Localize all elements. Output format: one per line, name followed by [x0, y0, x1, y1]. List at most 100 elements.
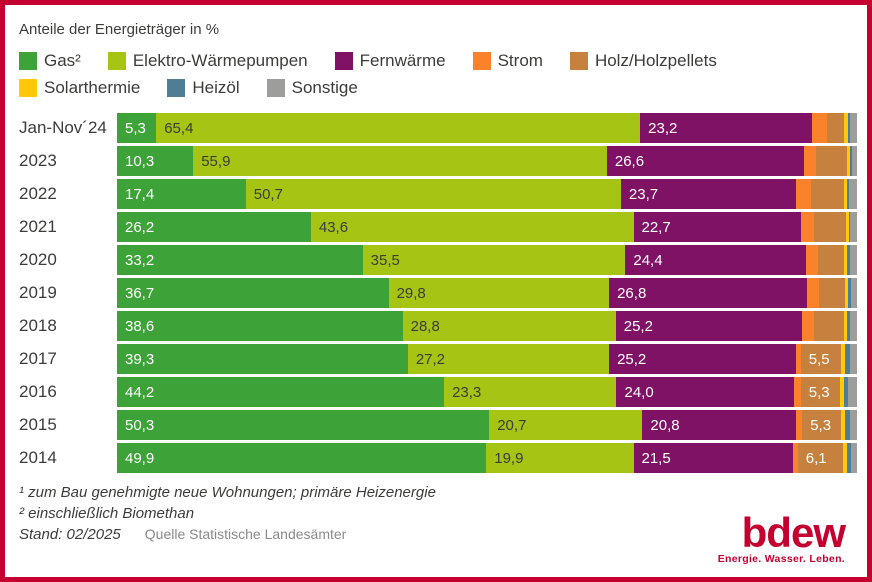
bar-segment-solarthermie [847, 146, 851, 176]
bar-segment-solarthermie [841, 344, 846, 374]
bar-segment-fernwaerme: 24,0 [616, 377, 795, 407]
legend-item-strom: Strom [472, 51, 543, 71]
legend-item-heizoel: Heizöl [167, 78, 240, 98]
segment-value-label: 50,7 [253, 185, 283, 203]
bar-segment-solarthermie [844, 245, 848, 275]
bar-segment-waermepumpen: 28,8 [402, 311, 616, 341]
bar-segment-strom [796, 410, 803, 440]
bar-segment-solarthermie [845, 278, 849, 308]
bar-segment-gas: 50,3 [117, 410, 490, 440]
bar-segment-sonstige [851, 443, 857, 473]
legend-item-fernwaerme: Fernwärme [334, 51, 446, 71]
legend-swatch-gas [19, 52, 37, 70]
bar-segment-gas: 33,2 [117, 245, 363, 275]
bar-segment-solarthermie [845, 212, 849, 242]
bar-segment-gas: 49,9 [117, 443, 487, 473]
chart-row-Jan-Nov´24: Jan-Nov´24 5,3 65,4 23,2 [19, 113, 857, 143]
segment-value-label: 65,4 [164, 119, 194, 137]
segment-value-label: 17,4 [125, 185, 155, 203]
bar-segment-waermepumpen: 29,8 [388, 278, 610, 308]
segment-value-label: 24,0 [624, 383, 654, 401]
bar-segment-waermepumpen: 35,5 [362, 245, 626, 275]
bar-segment-heizoel [845, 344, 850, 374]
bar-segment-sonstige [849, 344, 857, 374]
chart-row-2018: 2018 38,6 28,8 25,2 [19, 311, 857, 341]
row-label: 2016 [19, 382, 57, 401]
segment-value-label: 6,1 [805, 449, 827, 467]
bar-segment-holz [818, 245, 845, 275]
chart-row-2022: 2022 17,4 50,7 23,7 [19, 179, 857, 209]
chart-row-2017: 2017 39,3 27,2 25,2 5,5 [19, 344, 857, 374]
bar-segment-holz [814, 212, 846, 242]
bar-segment-fernwaerme: 26,8 [609, 278, 808, 308]
bar-segment-strom [811, 113, 827, 143]
legend-item-gas: Gas² [19, 51, 81, 71]
stacked-bar: 49,9 19,9 21,5 6,1 [117, 443, 857, 473]
bar-segment-holz: 5,3 [802, 410, 842, 440]
bar-segment-heizoel [847, 443, 852, 473]
legend-label-fernwaerme: Fernwärme [359, 51, 446, 70]
segment-value-label: 25,2 [623, 317, 653, 335]
bar-segment-heizoel [846, 179, 849, 209]
segment-value-label: 39,3 [125, 350, 155, 368]
legend-label-gas: Gas² [44, 51, 81, 70]
segment-value-label: 27,2 [415, 350, 446, 368]
bar-segment-fernwaerme: 25,2 [609, 344, 796, 374]
footnote-1: ¹ zum Bau genehmigte neue Wohnungen; pri… [19, 484, 436, 501]
bar-segment-gas: 44,2 [117, 377, 445, 407]
legend-label-waermepumpen: Elektro-Wärmepumpen [132, 51, 308, 70]
segment-value-label: 5,5 [808, 350, 830, 368]
bar-segment-gas: 39,3 [117, 344, 408, 374]
segment-value-label: 23,7 [628, 185, 659, 203]
stacked-bar: 44,2 23,3 24,0 5,3 [117, 377, 857, 407]
segment-value-label: 10,3 [125, 152, 155, 170]
footnotes: ¹ zum Bau genehmigte neue Wohnungen; pri… [19, 482, 857, 545]
legend-swatch-heizoel [167, 79, 186, 97]
legend-item-sonstige: Sonstige [266, 78, 358, 98]
bar-segment-waermepumpen: 50,7 [245, 179, 621, 209]
stacked-bar: 5,3 65,4 23,2 [117, 113, 857, 143]
bar-segment-gas: 36,7 [117, 278, 389, 308]
stacked-bar: 17,4 50,7 23,7 [117, 179, 857, 209]
bar-segment-strom [803, 146, 816, 176]
segment-value-label: 20,8 [650, 416, 680, 434]
segment-value-label: 28,8 [410, 317, 440, 335]
legend-swatch-holz [569, 52, 588, 70]
stacked-bar: 26,2 43,6 22,7 [117, 212, 857, 242]
legend-item-solarthermie: Solarthermie [19, 78, 140, 98]
segment-value-label: 43,6 [318, 218, 349, 236]
row-label: 2020 [19, 250, 57, 269]
bar-segment-strom [796, 179, 812, 209]
bar-segment-fernwaerme: 26,6 [606, 146, 804, 176]
bar-segment-solarthermie [842, 443, 848, 473]
bar-segment-holz: 6,1 [797, 443, 843, 473]
stacked-bar: 10,3 55,9 26,6 [117, 146, 857, 176]
bar-segment-gas: 26,2 [117, 212, 311, 242]
segment-value-label: 26,2 [125, 218, 155, 236]
legend-label-sonstige: Sonstige [291, 78, 358, 97]
bar-segment-heizoel [848, 278, 852, 308]
bar-segment-fernwaerme: 21,5 [633, 443, 793, 473]
bar-segment-waermepumpen: 27,2 [407, 344, 610, 374]
segment-value-label: 33,2 [125, 251, 155, 269]
stacked-bar: 38,6 28,8 25,2 [117, 311, 857, 341]
segment-value-label: 23,3 [452, 383, 482, 401]
legend-swatch-fernwaerme [334, 52, 353, 70]
segment-value-label: 35,5 [370, 251, 400, 269]
bar-segment-holz [814, 311, 844, 341]
row-label: Jan-Nov´24 [19, 118, 107, 137]
bar-segment-heizoel [845, 410, 850, 440]
bar-segment-heizoel [850, 146, 852, 176]
row-label: 2019 [19, 283, 57, 302]
bdew-logo-wordmark: bdew [741, 509, 846, 556]
bdew-logo: bdew Energie. Wasser. Leben. [718, 509, 846, 566]
segment-value-label: 5,3 [810, 416, 832, 434]
segment-value-label: 29,8 [396, 284, 426, 302]
segment-value-label: 20,7 [497, 416, 527, 434]
bar-segment-waermepumpen: 23,3 [444, 377, 617, 407]
row-label: 2017 [19, 349, 57, 368]
bar-segment-strom [801, 212, 815, 242]
bar-segment-sonstige [851, 278, 857, 308]
stacked-bar: 50,3 20,7 20,8 5,3 [117, 410, 857, 440]
